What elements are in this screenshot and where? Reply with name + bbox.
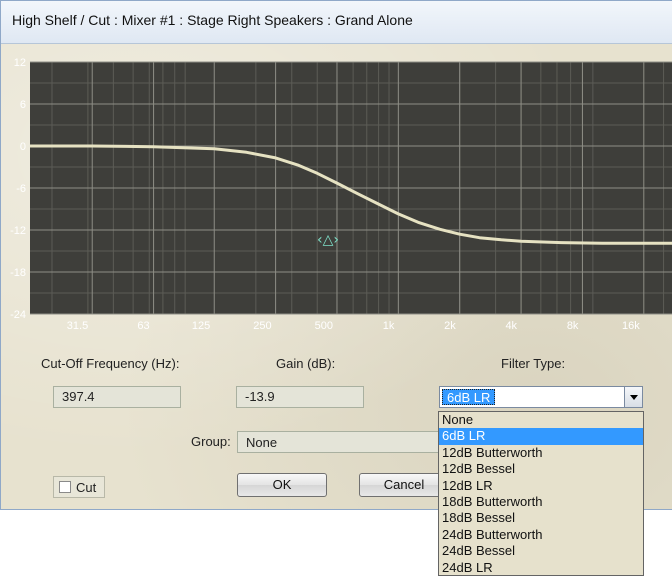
x-tick-label: 1k: [383, 320, 395, 332]
frequency-response-graph[interactable]: 12 6 0 -6 -12 -18 -24 31.5 63 125 250 500 1k 2k 4k 8k 16…: [1, 1, 672, 341]
filter-option[interactable]: 6dB LR: [439, 428, 643, 445]
cut-checkbox-container[interactable]: Cut: [53, 476, 105, 498]
x-tick-label: 250: [253, 320, 271, 332]
filter-type-label: Filter Type:: [501, 356, 566, 371]
filter-option[interactable]: None: [442, 412, 474, 427]
y-tick-label: 0: [20, 141, 26, 153]
gain-label: Gain (dB):: [276, 356, 336, 371]
cancel-button[interactable]: Cancel: [359, 473, 449, 497]
y-tick-label: -18: [10, 267, 26, 279]
filter-type-select[interactable]: 6dB LR: [439, 386, 643, 408]
filter-option[interactable]: 12dB Bessel: [442, 461, 515, 477]
gain-field[interactable]: -13.9: [236, 386, 364, 408]
x-tick-label: 16k: [622, 320, 640, 332]
response-curve: [30, 144, 672, 245]
filter-option[interactable]: 24dB LR: [442, 559, 493, 575]
filter-option[interactable]: 18dB Bessel: [442, 510, 515, 526]
x-tick-label: 500: [315, 320, 333, 332]
x-tick-label: 125: [192, 320, 210, 332]
chevron-down-icon[interactable]: [624, 387, 642, 407]
filter-option[interactable]: 12dB LR: [442, 477, 493, 493]
ok-button[interactable]: OK: [237, 473, 327, 497]
cut-label: Cut: [76, 480, 97, 495]
filter-handle-icon[interactable]: ‹△›: [317, 232, 339, 248]
window-title: High Shelf / Cut : Mixer #1 : Stage Righ…: [12, 12, 413, 28]
y-tick-label: -12: [10, 225, 26, 237]
cutoff-frequency-label: Cut-Off Frequency (Hz):: [41, 356, 180, 371]
x-tick-label: 4k: [505, 320, 517, 332]
y-tick-label: -6: [16, 183, 26, 195]
title-bar[interactable]: High Shelf / Cut : Mixer #1 : Stage Righ…: [1, 1, 672, 44]
filter-option[interactable]: 12dB Butterworth: [442, 444, 543, 460]
y-tick-label: 12: [14, 57, 26, 69]
y-tick-label: -24: [10, 309, 26, 321]
x-tick-label: 8k: [567, 320, 579, 332]
filter-type-value: 6dB LR: [442, 389, 496, 405]
filter-option[interactable]: 18dB Butterworth: [442, 493, 543, 509]
filter-type-dropdown-list: None 6dB LR 12dB Butterworth 12dB Bessel 12d…: [438, 411, 644, 576]
cutoff-frequency-field[interactable]: 397.4: [53, 386, 181, 408]
x-tick-label: 2k: [444, 320, 456, 332]
filter-option[interactable]: 24dB Butterworth: [442, 526, 543, 542]
cut-checkbox[interactable]: [59, 481, 71, 493]
group-label: Group:: [191, 434, 231, 449]
y-tick-label: 6: [20, 99, 26, 111]
filter-dialog: High Shelf / Cut : Mixer #1 : Stage Righ…: [0, 0, 672, 510]
group-select[interactable]: None: [237, 431, 443, 453]
filter-option[interactable]: 24dB Bessel: [442, 543, 515, 559]
x-tick-label: 63: [137, 320, 149, 332]
x-tick-label: 31.5: [67, 320, 88, 332]
